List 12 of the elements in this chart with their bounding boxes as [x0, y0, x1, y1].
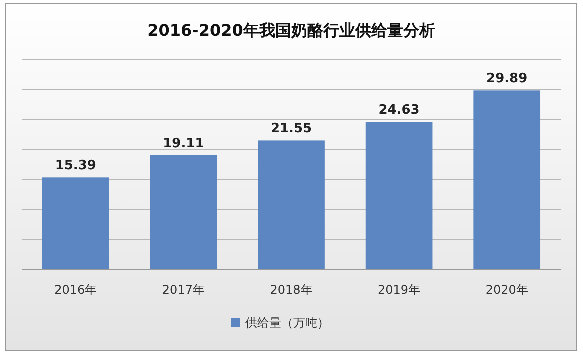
x-tick-label: 2016年: [54, 283, 98, 297]
x-tick-label: 2018年: [270, 283, 313, 297]
data-label: 19.11: [163, 136, 204, 152]
data-label: 15.39: [55, 158, 96, 174]
data-label: 21.55: [270, 122, 312, 137]
chart-title: 2016-2020年我国奶酪行业供给量分析: [148, 21, 436, 40]
data-label: 24.63: [378, 103, 420, 118]
legend-label: 供给量（万吨）: [246, 316, 330, 330]
x-tick-label: 2020年: [486, 283, 528, 297]
data-label: 29.89: [486, 72, 528, 87]
x-tick-label: 2017年: [162, 283, 205, 297]
x-tick-label: 2019年: [378, 283, 421, 297]
